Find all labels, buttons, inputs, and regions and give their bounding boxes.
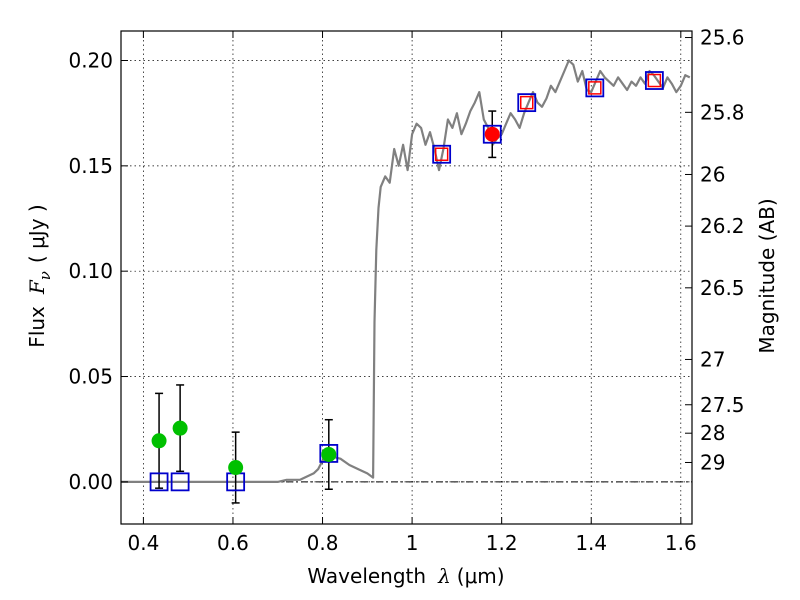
measured-flux-points xyxy=(151,126,500,476)
model-spectrum-line xyxy=(121,59,691,483)
y-tick-label: 0.15 xyxy=(68,154,113,178)
x-tick-label: 0.4 xyxy=(127,531,159,555)
model-bandpass-square xyxy=(517,93,537,113)
y-axis-label-subscript: ν xyxy=(36,271,54,280)
y-tick-label: 0.00 xyxy=(68,470,113,494)
model-bandpass-square xyxy=(149,472,169,492)
model-bandpass-points xyxy=(149,71,664,492)
y-tick-label: 0.05 xyxy=(68,365,113,389)
model-bandpass-square xyxy=(432,144,452,164)
grid-lines xyxy=(121,31,692,524)
plot-area xyxy=(121,59,691,504)
measured-flux-dot xyxy=(228,460,244,476)
measured-flux-dot xyxy=(321,446,337,462)
x-tick-label: 1 xyxy=(406,531,419,555)
measured-flux-dot xyxy=(484,126,500,142)
y-tick-label: 0.10 xyxy=(68,259,113,283)
y-axis-ticks: 0.00 0.05 0.10 0.15 0.20 xyxy=(68,48,128,494)
x-tick-label: 1.6 xyxy=(665,531,697,555)
x-axis-label: Wavelength λ (μm) xyxy=(307,564,504,588)
measured-bandpass-square xyxy=(519,95,534,110)
y-axis-label-text: Flux xyxy=(25,306,49,348)
y2-tick-label: 25.6 xyxy=(700,26,745,50)
y2-tick-label: 26 xyxy=(700,162,725,186)
y2-tick-label: 26.2 xyxy=(700,214,745,238)
y2-tick-label: 29 xyxy=(700,450,725,474)
y-tick-label: 0.20 xyxy=(68,48,113,72)
x-axis-label-symbol: λ xyxy=(437,564,451,588)
y2-axis-label: Magnitude (AB) xyxy=(755,198,779,353)
x-tick-label: 1.2 xyxy=(486,531,518,555)
x-axis-label-unit: (μm) xyxy=(457,564,505,588)
measured-bandpass-square xyxy=(588,81,602,95)
x-axis-label-text: Wavelength xyxy=(307,564,426,588)
model-bandpass-square xyxy=(482,124,502,144)
x-tick-label: 0.8 xyxy=(307,531,339,555)
measured-bandpass-square xyxy=(647,73,662,88)
model-bandpass-square xyxy=(644,71,664,90)
y2-tick-label: 26.5 xyxy=(700,276,745,300)
measured-flux-dot xyxy=(151,433,167,449)
y-axis-label: Flux Fν ( μJy ) xyxy=(25,204,54,347)
y2-tick-label: 27.5 xyxy=(700,393,745,417)
y-axis-label-symbol: F xyxy=(25,279,49,295)
y2-tick-label: 28 xyxy=(700,421,725,445)
y2-tick-label: 27 xyxy=(700,347,725,371)
y-axis-label-unit: ( μJy ) xyxy=(25,204,49,263)
y2-tick-label: 25.8 xyxy=(700,100,745,124)
x-axis-ticks: 0.4 0.6 0.8 1 1.2 1.4 1.6 xyxy=(127,31,697,555)
plot-frame xyxy=(120,30,693,525)
model-bandpass-square xyxy=(585,78,605,98)
measured-bandpass-points xyxy=(434,73,662,161)
measured-flux-dot xyxy=(172,420,188,436)
x-tick-label: 0.6 xyxy=(217,531,249,555)
x-tick-label: 1.4 xyxy=(575,531,607,555)
y2-axis-ticks: 25.6 25.8 26 26.2 26.5 27 27.5 28 29 xyxy=(685,26,745,474)
measured-bandpass-square xyxy=(434,147,449,161)
model-bandpass-square xyxy=(170,472,190,492)
